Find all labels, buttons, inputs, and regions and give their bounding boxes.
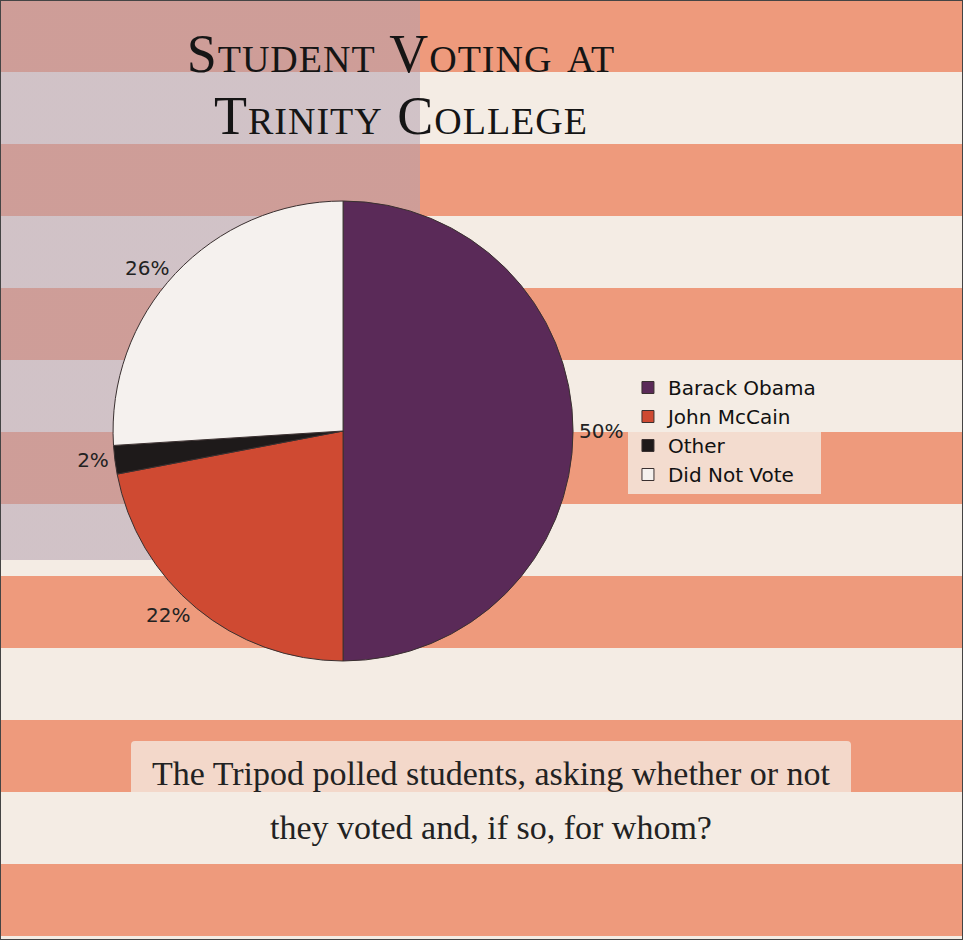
svg-text:26%: 26%: [125, 256, 169, 280]
html-text:The Tripod polled students, as: The Tripod polled students, asking wheth…: [152, 755, 830, 846]
svg-text:22%: 22%: [146, 603, 190, 627]
svg-text:2%: 2%: [77, 448, 109, 472]
html-text:Student Voting at Trinity Coll: Student Voting at Trinity College: [186, 24, 616, 146]
svg-text:Barack Obama: Barack Obama: [668, 376, 816, 400]
svg-text:50%: 50%: [579, 419, 623, 443]
svg-text:Did Not Vote: Did Not Vote: [668, 463, 794, 487]
svg-text:John McCain: John McCain: [666, 405, 791, 429]
svg-text:Other: Other: [668, 434, 726, 458]
